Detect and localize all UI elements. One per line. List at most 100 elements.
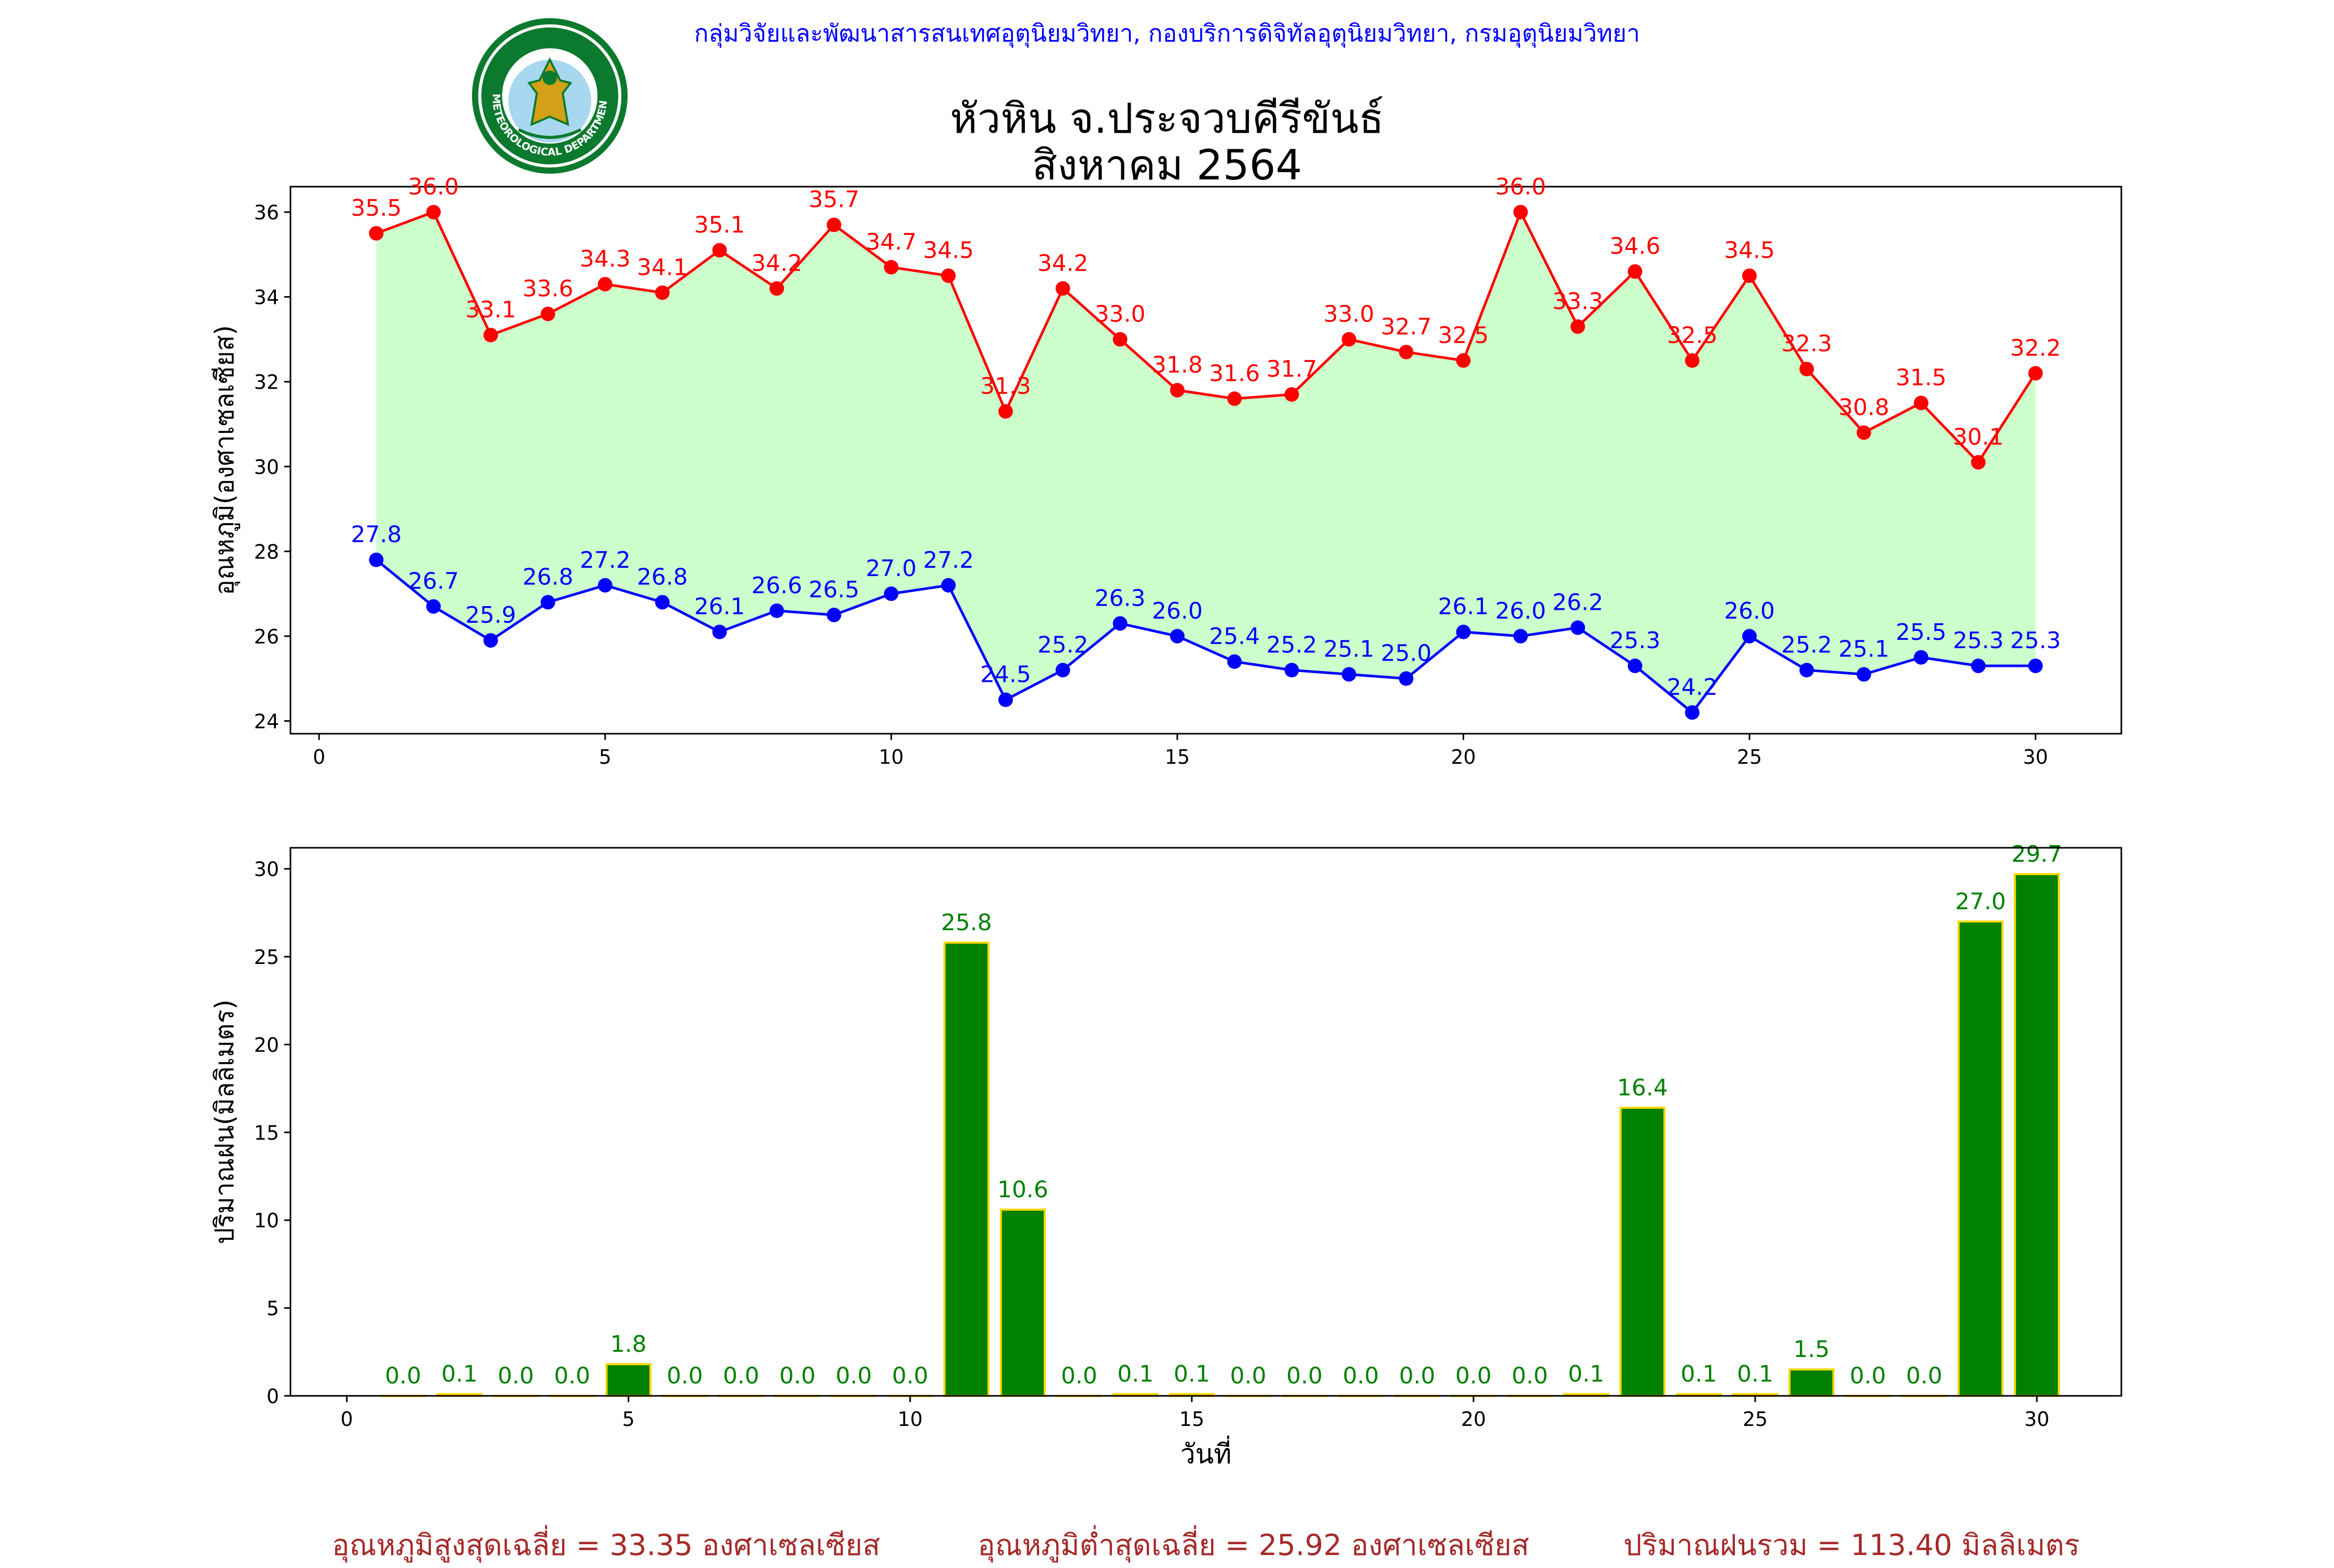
temperature-max-data-label: 34.2 xyxy=(1037,250,1088,276)
temperature-min-data-label: 25.1 xyxy=(1839,636,1890,663)
logo-text-top: กรมอุตุนิยมวิทยา xyxy=(469,16,584,20)
temperature-max-data-label: 34.1 xyxy=(637,254,688,281)
rainfall-data-label: 1.8 xyxy=(610,1331,647,1357)
rainfall-bar xyxy=(943,941,990,1397)
temperature-min-data-label: 27.2 xyxy=(923,547,974,573)
temperature-min-data-label: 26.6 xyxy=(752,572,802,599)
temperature-min-point xyxy=(1799,663,1814,678)
temperature-min-data-label: 25.2 xyxy=(1037,632,1088,658)
temperature-max-data-label: 30.8 xyxy=(1839,394,1890,421)
temperature-max-data-label: 33.6 xyxy=(522,275,573,302)
rainfall-y-tick-label: 0 xyxy=(267,1385,279,1408)
rainfall-data-label: 0.0 xyxy=(1399,1363,1435,1389)
rainfall-x-tick-label: 15 xyxy=(1179,1408,1204,1431)
rainfall-axes-frame xyxy=(289,847,2122,1397)
total-rainfall: ปริมาณฝนรวม = 113.40 มิลลิเมตร xyxy=(1623,1529,2080,1562)
temperature-max-line xyxy=(376,208,2037,465)
temperature-min-point xyxy=(1913,650,1928,665)
temperature-y-tick-label: 30 xyxy=(254,456,279,479)
temperature-max-point xyxy=(1227,391,1242,406)
temperature-min-data-label: 25.9 xyxy=(465,602,516,628)
rainfall-x-tick-label: 20 xyxy=(1461,1408,1486,1431)
temperature-min-point xyxy=(1227,654,1242,669)
temperature-min-point xyxy=(1856,667,1871,682)
rainfall-y-tick-label: 20 xyxy=(254,1033,279,1056)
temperature-y-axis-label: อุณหภูมิ(องศาเซลเซียส) xyxy=(210,325,240,595)
rainfall-data-label: 0.0 xyxy=(780,1363,816,1389)
temperature-min-point xyxy=(1113,616,1128,631)
temperature-min-point xyxy=(1055,663,1071,678)
temperature-min-data-label: 26.8 xyxy=(522,564,573,590)
temperature-max-point xyxy=(1284,387,1299,402)
temperature-max-point xyxy=(1742,268,1757,283)
rainfall-data-label: 0.0 xyxy=(1512,1363,1548,1389)
temperature-max-data-label: 32.2 xyxy=(2010,335,2061,361)
rainfall-data-label: 0.0 xyxy=(723,1363,759,1389)
rainfall-bar xyxy=(605,1363,652,1397)
temperature-min-data-label: 26.0 xyxy=(1152,598,1203,624)
rainfall-data-label: 1.5 xyxy=(1794,1336,1830,1363)
temperature-min-data-label: 26.0 xyxy=(1724,598,1775,624)
rainfall-data-label: 0.0 xyxy=(666,1363,703,1389)
temperature-max-data-label: 30.1 xyxy=(1953,424,2004,451)
temperature-max-data-label: 32.5 xyxy=(1667,322,1718,348)
temperature-max-point xyxy=(998,404,1013,419)
temperature-max-point xyxy=(1571,319,1586,334)
temperature-max-data-label: 31.8 xyxy=(1152,352,1203,379)
temperature-max-data-label: 33.0 xyxy=(1095,301,1146,327)
rainfall-y-tick-label: 15 xyxy=(254,1122,279,1144)
temperature-max-data-label: 33.1 xyxy=(465,297,516,323)
temperature-max-data-label: 35.5 xyxy=(351,195,401,221)
temperature-max-data-label: 32.7 xyxy=(1381,314,1432,340)
rainfall-data-label: 16.4 xyxy=(1617,1074,1668,1101)
temperature-min-point xyxy=(1284,663,1299,678)
temperature-min-data-label: 25.1 xyxy=(1324,636,1374,663)
rainfall-data-label: 27.0 xyxy=(1955,888,2006,915)
temperature-min-data-label: 24.2 xyxy=(1667,674,1718,701)
rainfall-y-tick-label: 5 xyxy=(267,1297,279,1320)
rainfall-y-tick-label: 30 xyxy=(254,858,279,881)
temperature-max-data-label: 34.3 xyxy=(580,246,631,272)
temperature-max-data-label: 34.5 xyxy=(923,237,974,264)
temperature-min-point xyxy=(884,586,899,601)
temperature-min-data-label: 25.2 xyxy=(1781,632,1832,658)
temperature-max-point xyxy=(1113,332,1128,347)
rainfall-x-tick-label: 5 xyxy=(622,1408,635,1431)
temperature-max-point xyxy=(1971,455,1986,470)
temperature-min-line xyxy=(375,558,2036,715)
temperature-min-data-label: 27.0 xyxy=(866,555,916,582)
rainfall-data-label: 0.0 xyxy=(1850,1363,1886,1389)
temperature-chart: 0 5 10 15 20 25 30 24 26 28 30 32 34 36 อุณหภูมิ(องศาเ… xyxy=(210,174,2122,767)
temperature-max-point xyxy=(483,328,498,343)
rainfall-bar xyxy=(1957,920,2004,1397)
summary-footer: อุณหภูมิสูงสุดเฉลี่ย = 33.35 องศาเซลเซีย… xyxy=(0,1522,2334,1563)
rainfall-bar xyxy=(2013,873,2060,1397)
temperature-min-point xyxy=(941,578,956,593)
temperature-max-point xyxy=(1799,361,1814,376)
temperature-min-point xyxy=(1571,620,1586,635)
temperature-max-data-label: 33.0 xyxy=(1324,301,1374,327)
temperature-min-point xyxy=(540,595,555,610)
temperature-max-point xyxy=(769,281,784,296)
temperature-x-tick-label: 20 xyxy=(1451,746,1476,767)
temperature-min-point xyxy=(655,595,670,610)
temperature-max-point xyxy=(826,217,841,232)
temperature-y-tick-label: 26 xyxy=(254,625,279,648)
rainfall-data-label: 0.0 xyxy=(1906,1363,1942,1389)
temperature-min-data-label: 26.1 xyxy=(694,594,745,620)
temperature-min-data-label: 26.0 xyxy=(1495,598,1546,624)
temperature-max-data-label: 32.3 xyxy=(1781,331,1832,357)
rainfall-data-label: 25.8 xyxy=(941,909,992,936)
temperature-min-point xyxy=(1456,624,1471,639)
temperature-max-data-label: 34.5 xyxy=(1724,237,1775,264)
rainfall-data-label: 10.6 xyxy=(997,1177,1048,1203)
temperature-min-point xyxy=(1685,705,1700,720)
avg-max-temperature: อุณหภูมิสูงสุดเฉลี่ย = 33.35 องศาเซลเซีย… xyxy=(332,1529,881,1562)
temperature-max-data-label: 36.0 xyxy=(1495,174,1546,200)
temperature-min-point xyxy=(998,692,1013,707)
temperature-max-point xyxy=(655,285,670,300)
temperature-max-data-label: 31.7 xyxy=(1266,356,1317,383)
temperature-min-data-label: 25.5 xyxy=(1896,619,1947,646)
rainfall-y-axis-label: ปริมาณฝน(มิลลิเมตร) xyxy=(210,999,240,1244)
temperature-max-point xyxy=(1513,205,1528,220)
